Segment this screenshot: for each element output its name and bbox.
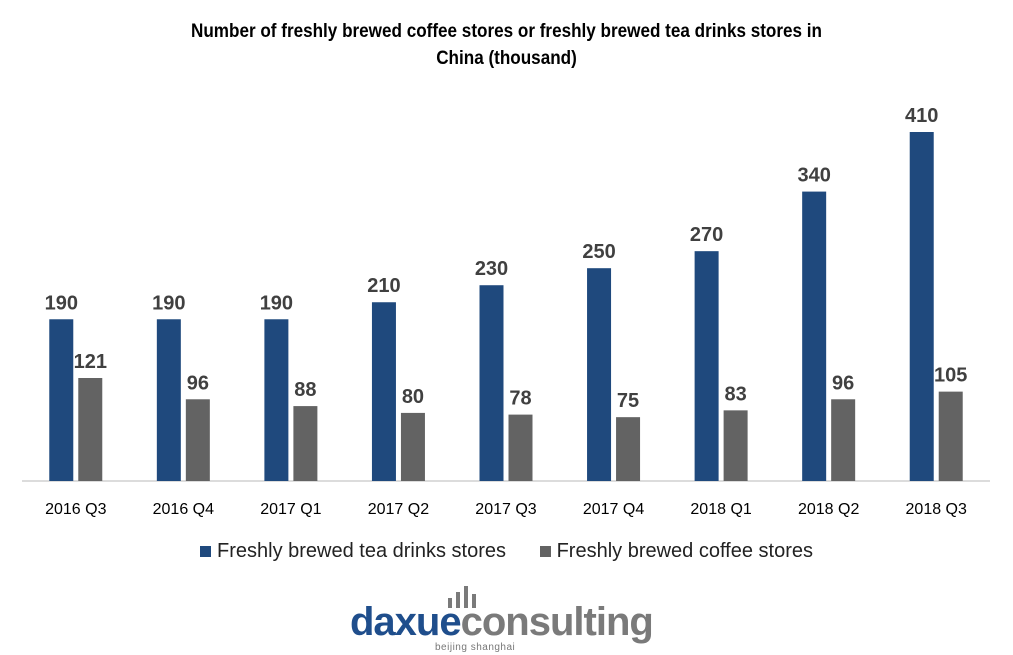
logo-text-consulting: consulting [460, 600, 654, 644]
data-label-tea-1: 190 [45, 292, 78, 314]
data-label-coffee-5: 78 [509, 388, 531, 410]
x-tick-label-5: 2017 Q3 [475, 501, 536, 518]
x-tick-label-7: 2018 Q1 [690, 501, 751, 518]
x-tick-label-6: 2017 Q4 [583, 501, 644, 518]
bar-tea-1 [49, 319, 74, 481]
data-label-tea-3: 190 [260, 292, 293, 314]
chart-title: Number of freshly brewed coffee stores o… [51, 18, 963, 72]
bar-coffee-7 [723, 410, 748, 481]
x-tick-label-3: 2017 Q1 [260, 501, 321, 518]
bar-tea-6 [587, 268, 612, 481]
data-label-tea-8: 340 [797, 165, 830, 187]
data-label-tea-2: 190 [152, 292, 185, 314]
chart-title-line2: China (thousand) [436, 48, 577, 69]
x-tick-label-1: 2016 Q3 [45, 501, 106, 518]
data-label-coffee-8: 96 [832, 372, 854, 394]
legend-swatch-coffee [539, 546, 551, 557]
bar-tea-7 [694, 251, 719, 481]
bar-coffee-8 [831, 399, 856, 481]
x-tick-label-8: 2018 Q2 [798, 501, 859, 518]
logo-subtitle: beijing shanghai [435, 642, 516, 653]
x-tick-label-9: 2018 Q3 [906, 501, 967, 518]
data-label-tea-7: 270 [690, 224, 723, 246]
legend-item-coffee: Freshly brewed coffee stores [539, 540, 813, 563]
data-label-coffee-2: 96 [187, 372, 209, 394]
bar-tea-5 [479, 285, 504, 481]
bar-coffee-3 [293, 406, 318, 481]
data-label-tea-5: 230 [475, 258, 508, 280]
logo-text: daxueconsulting [350, 600, 654, 645]
data-label-tea-4: 210 [367, 275, 400, 297]
legend-label-coffee: Freshly brewed coffee stores [556, 540, 813, 562]
bar-coffee-1 [78, 378, 103, 481]
x-tick-label-4: 2017 Q2 [368, 501, 429, 518]
chart-legend: Freshly brewed tea drinks stores Freshly… [0, 540, 1013, 563]
bar-tea-4 [371, 302, 396, 481]
logo-text-daxue: daxue [350, 600, 462, 644]
chart-title-line1: Number of freshly brewed coffee stores o… [190, 21, 822, 42]
data-label-coffee-4: 80 [402, 386, 424, 408]
data-label-coffee-3: 88 [294, 379, 316, 401]
bar-tea-2 [156, 319, 181, 481]
legend-swatch-tea [200, 546, 211, 557]
legend-label-tea: Freshly brewed tea drinks stores [217, 540, 507, 562]
bar-chart: 190 121 2016 Q3 190 96 2016 Q4 190 88 2017 Q1 210… [22, 105, 990, 518]
bar-coffee-6 [616, 417, 641, 481]
bar-coffee-2 [185, 399, 210, 481]
x-tick-label-2: 2016 Q4 [153, 501, 214, 518]
data-label-coffee-9: 105 [934, 365, 967, 387]
bar-coffee-4 [400, 412, 425, 481]
data-label-tea-6: 250 [582, 241, 615, 263]
legend-item-tea: Freshly brewed tea drinks stores [200, 540, 506, 563]
bar-tea-9 [909, 132, 934, 481]
data-label-coffee-6: 75 [617, 390, 639, 412]
bar-coffee-9 [938, 391, 963, 481]
data-label-tea-9: 410 [905, 105, 938, 127]
data-label-coffee-7: 83 [724, 383, 746, 405]
logo-bars-icon [448, 586, 476, 608]
bar-coffee-5 [508, 414, 533, 481]
bar-tea-8 [802, 191, 827, 481]
data-label-coffee-1: 121 [74, 351, 107, 373]
bar-tea-3 [264, 319, 289, 481]
daxue-logo: daxueconsulting beijing shanghai [350, 582, 670, 653]
